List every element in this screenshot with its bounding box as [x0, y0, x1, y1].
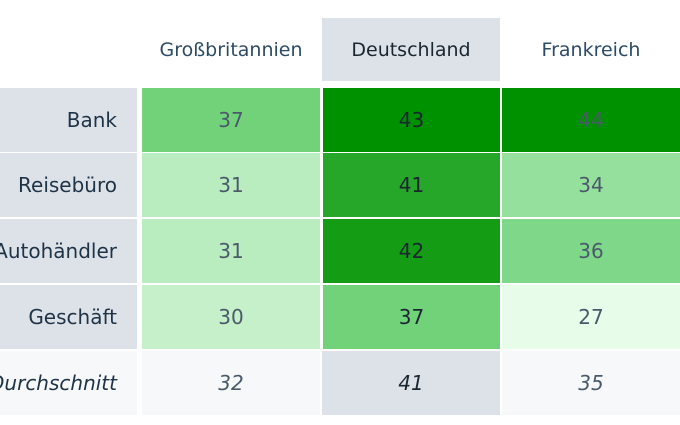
heatmap-cell: 27 [502, 285, 680, 349]
column-header: Großbritannien [159, 38, 303, 61]
heatmap-cell: 30 [142, 285, 320, 349]
heatmap-cell: 42 [322, 219, 500, 283]
heatmap-cell: 44 [502, 88, 680, 152]
average-row-label: Durchschnitt [0, 351, 137, 415]
heatmap-cell: 37 [142, 88, 320, 152]
column-header: Deutschland [322, 18, 500, 81]
heatmap-cell: 36 [502, 219, 680, 283]
row-label: Autohändler [0, 219, 137, 283]
row-label: Reisebüro [0, 153, 137, 217]
heatmap-cell: 43 [322, 88, 500, 152]
column-header: Frankreich [541, 38, 641, 61]
heatmap-cell: 34 [502, 153, 680, 217]
heatmap-cell: 31 [142, 219, 320, 283]
row-label: Bank [0, 88, 137, 152]
average-cell: 35 [502, 351, 680, 415]
row-label: Geschäft [0, 285, 137, 349]
average-cell: 41 [322, 351, 500, 415]
heatmap-cell: 41 [322, 153, 500, 217]
heatmap-cell: 37 [322, 285, 500, 349]
average-cell: 32 [142, 351, 320, 415]
heatmap-cell: 31 [142, 153, 320, 217]
